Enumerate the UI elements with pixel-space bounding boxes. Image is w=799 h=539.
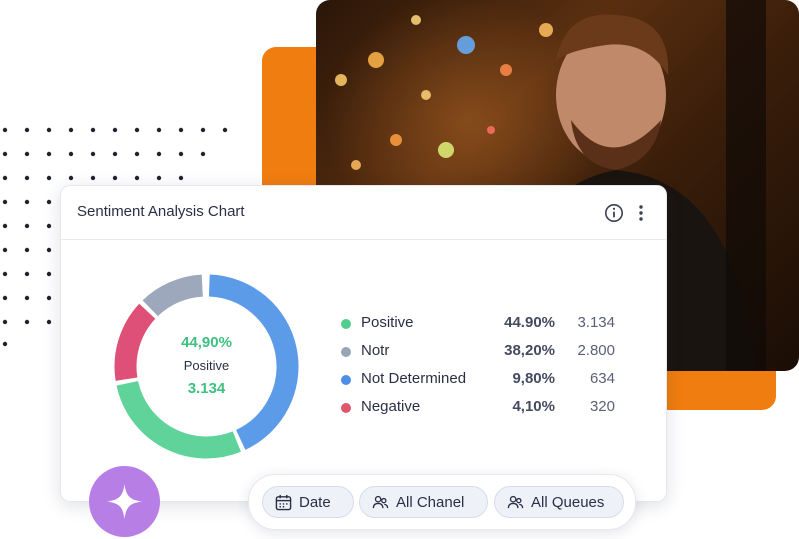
card-title: Sentiment Analysis Chart: [77, 203, 245, 220]
channel-filter-label: All Chanel: [396, 493, 465, 511]
legend-dot: [341, 347, 351, 357]
donut-segment-positive[interactable]: [208, 274, 299, 450]
donut-segment-negative[interactable]: [142, 274, 204, 317]
legend-count: 634: [589, 370, 615, 387]
donut-center-label: Positive: [183, 358, 230, 373]
legend-percent: 9,80%: [512, 370, 555, 387]
legend-name: Negative: [361, 398, 421, 415]
legend-dot: [341, 375, 351, 385]
users-icon: [507, 495, 524, 508]
legend-name: Notr: [361, 342, 390, 359]
ai-sparkle-button[interactable]: [89, 466, 160, 537]
donut-segment-not-determined[interactable]: [114, 303, 156, 381]
legend-count: 2.800: [577, 342, 615, 359]
users-icon: [372, 495, 389, 508]
sentiment-card: Sentiment Analysis Chart 44,90% Positive…: [60, 185, 667, 502]
donut-segment-notr[interactable]: [116, 380, 241, 459]
legend-row-not-determined[interactable]: Not Determined 9,80% 634: [341, 366, 651, 394]
channel-filter-button[interactable]: All Chanel: [359, 486, 488, 518]
legend-percent: 44.90%: [504, 314, 555, 331]
sparkle-icon: [107, 484, 142, 519]
chart-legend: Positive 44.90% 3.134 Notr 38,20% 2.800 …: [341, 310, 651, 422]
queues-filter-button[interactable]: All Queues: [494, 486, 624, 518]
donut-center-percent: 44,90%: [181, 334, 232, 351]
legend-count: 3.134: [577, 314, 615, 331]
legend-percent: 4,10%: [512, 398, 555, 415]
legend-dot: [341, 319, 351, 329]
legend-name: Positive: [361, 314, 414, 331]
date-filter-button[interactable]: Date: [262, 486, 354, 518]
calendar-icon: [275, 494, 292, 510]
legend-row-positive[interactable]: Positive 44.90% 3.134: [341, 310, 651, 338]
legend-dot: [341, 403, 351, 413]
card-header: Sentiment Analysis Chart: [61, 186, 666, 240]
queues-filter-label: All Queues: [531, 493, 605, 511]
donut-center-count: 3.134: [187, 380, 226, 397]
legend-row-negative[interactable]: Negative 4,10% 320: [341, 394, 651, 422]
legend-row-notr[interactable]: Notr 38,20% 2.800: [341, 338, 651, 366]
legend-percent: 38,20%: [504, 342, 555, 359]
legend-name: Not Determined: [361, 370, 467, 387]
info-icon[interactable]: [604, 203, 624, 223]
date-filter-label: Date: [299, 493, 331, 511]
donut-chart: [114, 274, 299, 459]
legend-count: 320: [589, 398, 615, 415]
filter-bar: Date All Chanel All Queues: [248, 474, 636, 530]
more-vertical-icon[interactable]: [636, 203, 646, 223]
dot-pattern: [2, 127, 228, 347]
